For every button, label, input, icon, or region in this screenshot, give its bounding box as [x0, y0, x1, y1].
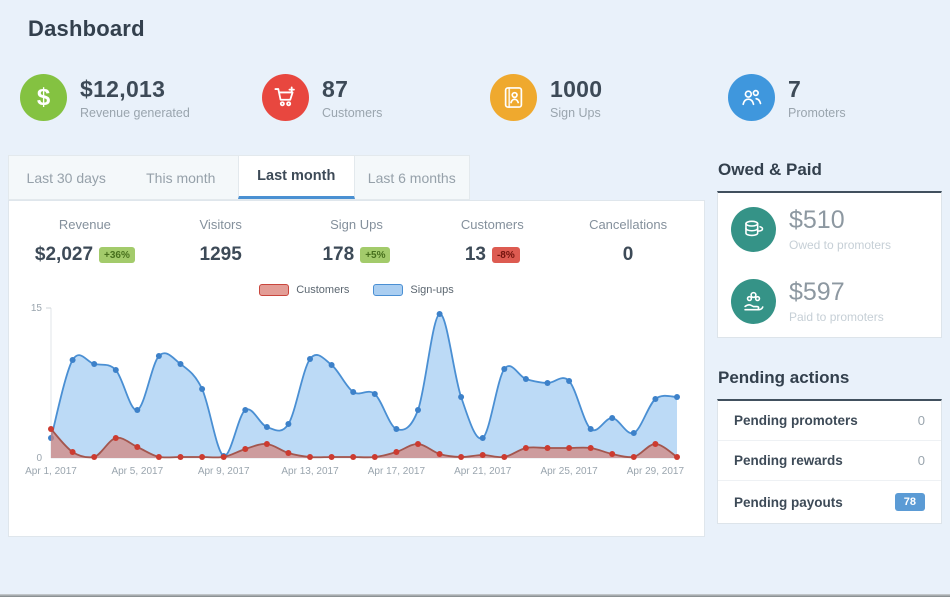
panel-stat-cancellations: Cancellations 0 [589, 217, 668, 265]
stat-card-revenue: $ $12,013 Revenue generated [20, 74, 190, 121]
stat-card-promoters: 7 Promoters [728, 74, 846, 121]
svg-text:15: 15 [31, 303, 43, 314]
stat-value: 7 [788, 75, 802, 102]
stat-value: 1000 [550, 75, 603, 102]
pending-payouts-row[interactable]: Pending payouts 78 [718, 481, 941, 523]
svg-text:0: 0 [36, 453, 42, 464]
owed-label: Owed to promoters [789, 238, 892, 252]
panel-stat-customers: Customers 13 -8% [460, 217, 524, 265]
stat-card-signups: 1000 Sign Ups [490, 74, 602, 121]
paid-to-promoters-item: $597 Paid to promoters [718, 265, 941, 337]
pending-actions-card: Pending promoters 0 Pending rewards 0 Pe… [717, 399, 942, 524]
page-title: Dashboard [28, 16, 145, 41]
tab-last-30-days[interactable]: Last 30 days [26, 169, 106, 186]
tab-this-month[interactable]: This month [146, 169, 216, 186]
stat-label: Revenue generated [80, 105, 190, 120]
owed-to-promoters-item: $510 Owed to promoters [718, 193, 941, 265]
paid-value: $597 [789, 278, 845, 306]
legend-item-customers[interactable]: Customers [259, 284, 349, 296]
stat-value: 87 [322, 75, 349, 102]
pending-promoters-row[interactable]: Pending promoters 0 [718, 401, 941, 441]
customers-swatch [259, 284, 290, 296]
main-panel: Revenue $2,027 +36% Visitors 1295 Sign Up… [8, 200, 705, 537]
chart-legend: Customers Sign-ups [9, 284, 704, 296]
signups-swatch [373, 284, 404, 296]
signups-customers-area-chart: 15 0 Apr 1, 2017 Apr 5, 2017 Apr 9, 2017 Apr … [15, 298, 704, 489]
owed-value: $510 [789, 206, 845, 234]
tab-last-6-months[interactable]: Last 6 months [367, 169, 456, 186]
panel-stats-row: Revenue $2,027 +36% Visitors 1295 Sign Up… [9, 201, 704, 270]
paid-label: Paid to promoters [789, 310, 884, 324]
stat-label: Sign Ups [550, 105, 601, 120]
panel-stat-signups: Sign Ups 178 +5% [289, 217, 425, 266]
people-icon [728, 74, 775, 121]
stat-change-badge: -8% [491, 247, 520, 263]
pending-actions-title: Pending actions [718, 368, 850, 387]
tab-last-month[interactable]: Last month [238, 156, 355, 199]
legend-item-signups[interactable]: Sign-ups [373, 284, 454, 296]
shopping-cart-icon [262, 74, 309, 121]
panel-stat-revenue: Revenue $2,027 +36% [17, 217, 153, 266]
contact-card-icon [490, 74, 537, 121]
stat-label: Promoters [788, 105, 846, 120]
svg-text:Apr 17, 2017: Apr 17, 2017 [368, 466, 426, 477]
svg-text:Apr 9, 2017: Apr 9, 2017 [198, 466, 250, 477]
coins-icon [731, 206, 776, 252]
stat-card-customers: 87 Customers [262, 74, 382, 121]
svg-text:Apr 29, 2017: Apr 29, 2017 [627, 466, 685, 477]
pending-rewards-row[interactable]: Pending rewards 0 [718, 441, 941, 481]
owed-paid-card: $510 Owed to promoters $597 Paid [717, 191, 942, 338]
dollar-icon: $ [20, 74, 67, 121]
stat-change-badge: +5% [360, 247, 391, 263]
sidebar: Owed & Paid $510 Owed to promoters [717, 160, 942, 524]
panel-stat-visitors: Visitors 1295 [199, 217, 242, 265]
svg-text:Apr 1, 2017: Apr 1, 2017 [25, 466, 77, 477]
stat-change-badge: +36% [99, 247, 135, 263]
svg-text:Apr 25, 2017: Apr 25, 2017 [540, 466, 598, 477]
svg-text:Apr 21, 2017: Apr 21, 2017 [454, 466, 512, 477]
svg-text:Apr 13, 2017: Apr 13, 2017 [281, 466, 339, 477]
pending-payouts-badge[interactable]: 78 [894, 493, 925, 511]
stat-value: $12,013 [80, 75, 166, 102]
svg-text:Apr 5, 2017: Apr 5, 2017 [111, 466, 163, 477]
window-bottom-edge [0, 594, 950, 597]
hand-coins-icon [731, 278, 776, 324]
tab-bar: Last 30 days This month Last month Last … [8, 155, 470, 200]
owed-paid-title: Owed & Paid [718, 160, 822, 179]
stat-label: Customers [322, 105, 383, 120]
